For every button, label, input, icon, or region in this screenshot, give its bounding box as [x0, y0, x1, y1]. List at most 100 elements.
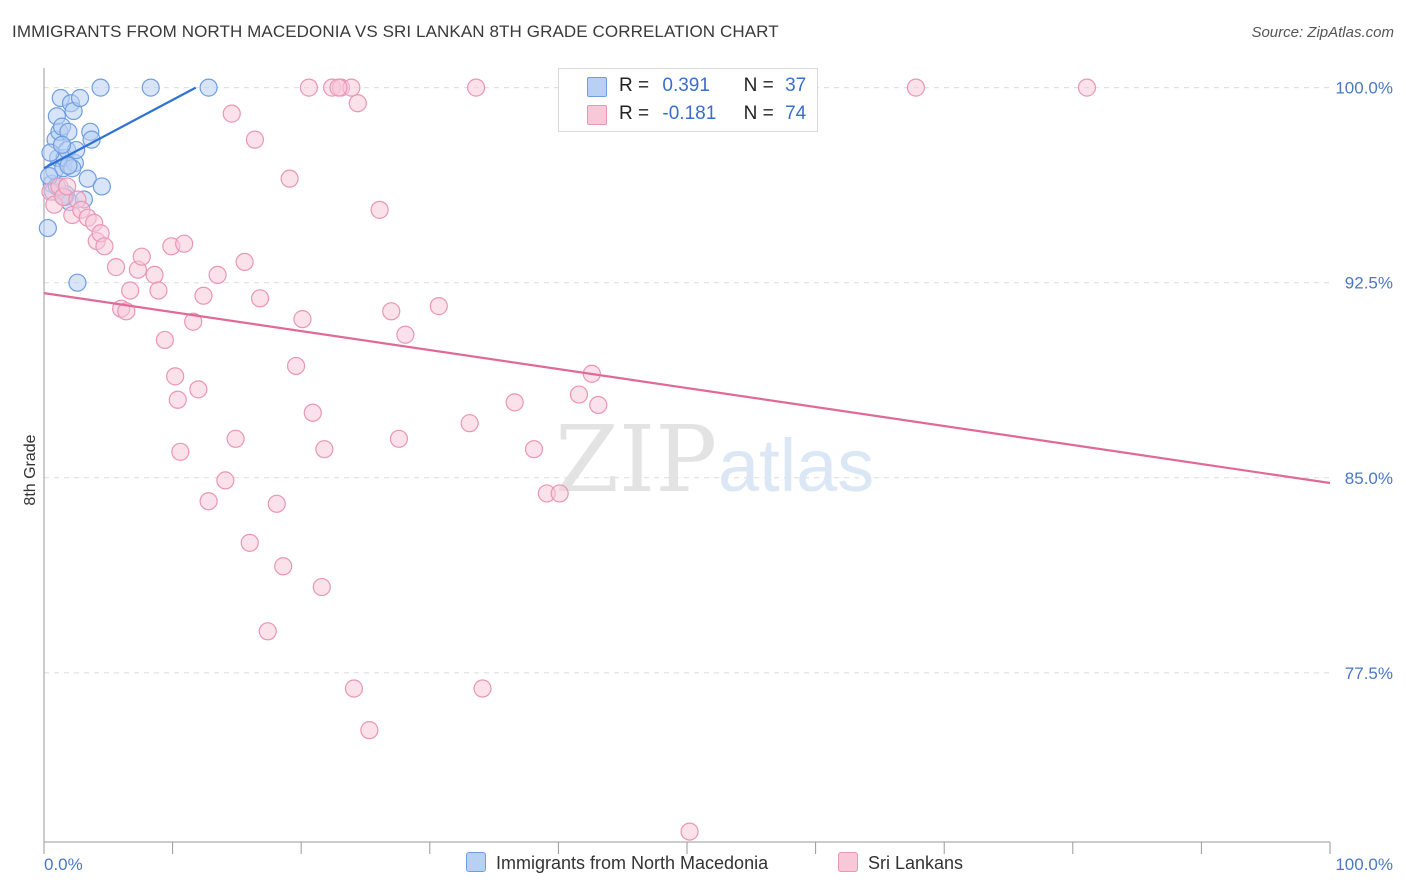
- data-point: [132, 247, 151, 266]
- y-axis-label: 8th Grade: [22, 434, 39, 505]
- r-label: R =: [619, 75, 650, 96]
- y-tick-label: 100.0%: [1335, 79, 1393, 98]
- data-point: [121, 281, 140, 300]
- data-point: [680, 822, 699, 841]
- data-point: [258, 622, 277, 641]
- data-point: [168, 390, 187, 409]
- data-point: [149, 281, 168, 300]
- data-point: [360, 721, 379, 740]
- data-point: [58, 177, 77, 196]
- data-point: [460, 414, 479, 433]
- data-point: [315, 440, 334, 459]
- data-point: [92, 177, 111, 196]
- data-point: [189, 380, 208, 399]
- watermark-zip: ZIP: [555, 406, 717, 513]
- data-point: [267, 494, 286, 513]
- series-1: [41, 78, 1097, 841]
- r-value-srilanka: -0.181: [662, 103, 717, 124]
- y-tick-label: 92.5%: [1345, 274, 1393, 293]
- data-point: [466, 78, 486, 97]
- trend-line-1: [43, 292, 1331, 485]
- data-point: [348, 94, 367, 113]
- data-point: [312, 577, 331, 597]
- data-point: [240, 533, 259, 552]
- data-point: [222, 104, 241, 123]
- y-tick-label: 85.0%: [1345, 469, 1393, 488]
- data-point: [171, 442, 190, 461]
- x-tick-label-min: 0.0%: [44, 855, 83, 874]
- data-point: [166, 367, 185, 386]
- data-point: [286, 356, 306, 376]
- data-point: [91, 78, 110, 97]
- legend-swatch-srilanka: [587, 105, 607, 125]
- data-point: [155, 330, 174, 350]
- data-point: [505, 393, 524, 412]
- n-label: N =: [743, 75, 774, 96]
- data-point: [199, 492, 218, 511]
- n-value-macedonia: 37: [785, 75, 807, 96]
- data-point: [141, 78, 160, 97]
- bottom-legend-macedonia: Immigrants from North Macedonia: [466, 852, 768, 874]
- data-point: [569, 385, 589, 404]
- data-point: [550, 484, 569, 503]
- data-point: [473, 679, 492, 698]
- data-point: [274, 557, 293, 576]
- y-tick-label: 77.5%: [1345, 664, 1393, 683]
- data-point: [329, 78, 348, 97]
- data-point: [906, 78, 926, 97]
- trend-line-0: [43, 86, 197, 170]
- data-point: [245, 130, 265, 149]
- watermark: ZIP atlas: [555, 406, 874, 513]
- data-point: [344, 679, 364, 698]
- data-point: [194, 286, 213, 305]
- bottom-legend-label-srilanka: Sri Lankans: [868, 853, 964, 873]
- bottom-legend-label-macedonia: Immigrants from North Macedonia: [496, 853, 769, 873]
- r-label: R =: [619, 103, 650, 124]
- watermark-atlas: atlas: [718, 424, 874, 507]
- data-point: [303, 403, 322, 422]
- data-point: [226, 429, 245, 448]
- data-point: [117, 302, 136, 321]
- data-point: [524, 440, 544, 459]
- data-point: [95, 237, 114, 256]
- grid-lines: [44, 87, 1330, 674]
- data-point: [59, 156, 78, 175]
- data-point: [280, 169, 299, 188]
- source-label: Source: ZipAtlas.com: [1251, 24, 1394, 41]
- data-point: [589, 395, 608, 415]
- legend-swatch-macedonia: [587, 77, 607, 97]
- bottom-legend-swatch-srilanka: [838, 852, 858, 872]
- data-point: [216, 471, 235, 490]
- r-value-macedonia: 0.391: [662, 75, 710, 96]
- data-point: [370, 200, 389, 219]
- n-value-srilanka: 74: [785, 103, 807, 124]
- data-point: [1077, 78, 1097, 97]
- data-point: [199, 78, 218, 97]
- trend-lines: [43, 86, 1331, 485]
- data-point: [389, 429, 409, 448]
- data-point: [208, 265, 227, 285]
- chart-title: IMMIGRANTS FROM NORTH MACEDONIA VS SRI L…: [12, 22, 779, 41]
- data-point: [299, 78, 319, 97]
- data-point: [429, 297, 448, 316]
- data-point: [184, 312, 203, 331]
- data-point: [175, 234, 194, 253]
- n-label: N =: [743, 103, 774, 124]
- data-point: [235, 252, 254, 271]
- data-point: [293, 310, 312, 329]
- correlation-legend: R = 0.391 N = 37 R = -0.181 N = 74: [558, 68, 818, 132]
- data-point: [145, 265, 164, 285]
- data-point: [382, 302, 401, 321]
- data-point: [78, 169, 97, 188]
- y-tick-labels: 100.0% 92.5% 85.0% 77.5%: [1335, 79, 1393, 683]
- bottom-legend-swatch-macedonia: [466, 852, 486, 872]
- data-point: [38, 218, 57, 238]
- data-point: [52, 135, 72, 154]
- bottom-legend-srilanka: Sri Lankans: [838, 852, 963, 874]
- data-point: [70, 88, 90, 108]
- data-point: [396, 325, 415, 344]
- data-point: [250, 289, 270, 308]
- data-point: [68, 273, 87, 292]
- data-point: [106, 258, 126, 277]
